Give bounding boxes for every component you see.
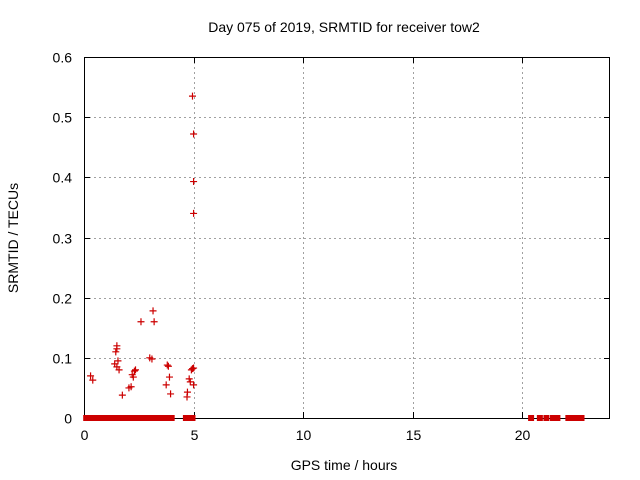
data-point (132, 366, 140, 374)
data-point-zero (574, 415, 581, 421)
x-tick-label: 10 (296, 427, 312, 443)
data-point (165, 373, 173, 381)
data-point (164, 362, 172, 370)
data-point (129, 373, 137, 381)
x-tick-label: 5 (191, 427, 199, 443)
y-tick-label: 0.4 (53, 170, 73, 186)
data-point (130, 367, 138, 375)
data-point (89, 376, 97, 384)
data-point-zero (565, 415, 572, 421)
y-tick-label: 0.5 (53, 110, 73, 126)
data-points (83, 92, 585, 421)
data-point (137, 318, 145, 326)
y-tick-label: 0.6 (53, 50, 73, 66)
grid (84, 57, 610, 418)
x-tick-label: 0 (81, 427, 89, 443)
data-point (127, 383, 135, 391)
data-point (112, 348, 120, 356)
data-point (183, 388, 191, 396)
data-point (190, 209, 198, 217)
data-point (188, 92, 196, 100)
data-point-zero (550, 415, 557, 421)
y-tick-label: 0.2 (53, 291, 73, 307)
data-point-zero (578, 415, 585, 421)
chart-title: Day 075 of 2019, SRMTID for receiver tow… (208, 19, 480, 35)
data-point (114, 357, 122, 365)
y-axis-label: SRMTID / TECUs (5, 183, 21, 293)
data-point (167, 390, 175, 398)
x-tick-label: 20 (515, 427, 531, 443)
data-point-zero (528, 415, 535, 421)
data-point (188, 365, 196, 373)
y-tick-label: 0 (64, 411, 72, 427)
data-point (190, 381, 198, 389)
axis-ticks: 0 5 10 15 20 0 0.1 0.2 0.3 0.4 0.5 0.6 (53, 50, 610, 443)
data-point (115, 366, 123, 374)
data-point (190, 178, 198, 186)
data-point-zero (543, 415, 550, 421)
data-point-zero (189, 415, 196, 421)
y-tick-label: 0.1 (53, 351, 73, 367)
data-point (162, 381, 170, 389)
data-point-zero (569, 415, 576, 421)
x-tick-label: 15 (406, 427, 422, 443)
data-point-zero (554, 415, 561, 421)
data-point-zero (536, 415, 543, 421)
y-tick-label: 0.3 (53, 231, 73, 247)
data-point (186, 378, 194, 386)
data-point (190, 364, 198, 372)
data-point (185, 375, 193, 383)
data-point (148, 355, 156, 363)
data-point (87, 372, 95, 380)
data-point (163, 361, 171, 369)
data-point (190, 130, 198, 138)
data-point (150, 318, 158, 326)
x-axis-label: GPS time / hours (291, 457, 398, 473)
data-point-zero (168, 415, 175, 421)
data-point (149, 307, 157, 315)
data-point (118, 391, 126, 399)
data-point (113, 342, 121, 350)
